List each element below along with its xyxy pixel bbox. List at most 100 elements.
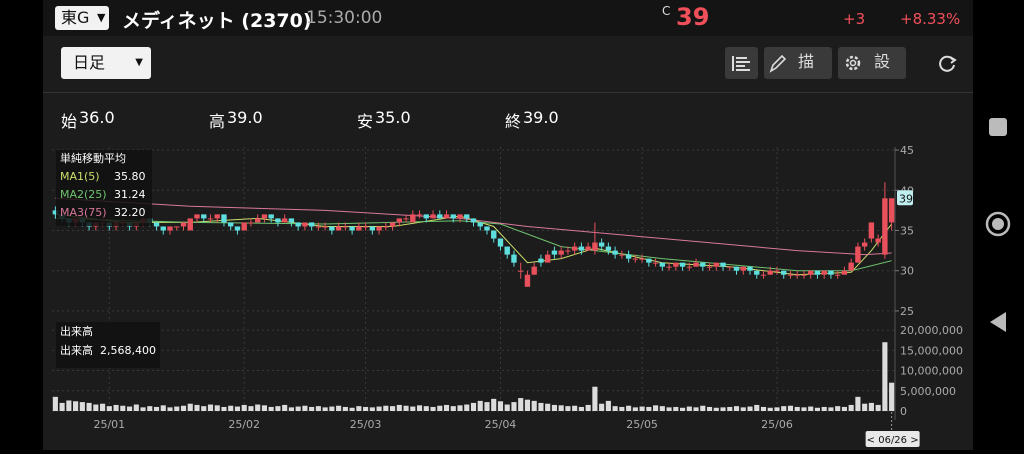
volume-bar [376, 406, 382, 411]
volume-bar [295, 406, 301, 411]
volume-bar [524, 399, 531, 411]
volume-bar [889, 382, 895, 411]
period-dropdown[interactable]: 日足 ▼ [61, 47, 151, 79]
volume-bar [342, 406, 348, 411]
candle-body [868, 222, 875, 239]
candle-body [201, 214, 207, 219]
settings-button[interactable]: 設定 [838, 47, 906, 79]
volume-bar [147, 406, 153, 411]
volume-title: 出来高 [60, 324, 93, 338]
home-dot [992, 218, 1004, 230]
volume-bar [234, 406, 241, 411]
x-tick-label: 25/06 [761, 418, 793, 431]
volume-bar [599, 403, 605, 411]
volume-bar [113, 404, 119, 411]
ma-name: MA3(75) [60, 206, 107, 219]
price-mark: C [662, 4, 671, 18]
candle-body [167, 226, 173, 231]
candle-body [241, 222, 247, 231]
volume-value: 2,568,400 [100, 344, 156, 357]
draw-button[interactable]: 描画 [764, 47, 832, 79]
candle-body [288, 218, 295, 223]
android-nav [973, 0, 1024, 450]
ma-name: MA1(5) [60, 170, 100, 183]
candle-body [410, 214, 416, 223]
candle-body [362, 226, 369, 228]
candle-body [598, 242, 605, 247]
market-dropdown[interactable]: 東G ▼ [55, 6, 110, 30]
candle-body [774, 270, 780, 272]
candle-body [727, 266, 733, 268]
candle-body [632, 258, 639, 260]
volume-bar [470, 402, 477, 411]
refresh-button[interactable] [936, 52, 958, 74]
volume-bar [201, 406, 207, 411]
volume-bar [194, 404, 200, 411]
candle-body [443, 214, 450, 219]
volume-bar [140, 407, 146, 411]
home[interactable] [985, 211, 1011, 237]
candle-body [551, 250, 558, 255]
volume-bar [167, 407, 173, 411]
ma-legend-bg [56, 150, 152, 226]
volume-bar [423, 406, 429, 411]
volume-label: 出来高 [60, 343, 93, 357]
candle-body [652, 262, 659, 264]
y-tick-label: 15,000,000 [900, 344, 963, 357]
candle-body [733, 266, 740, 271]
candle-body [416, 214, 423, 216]
recent-apps[interactable] [989, 118, 1007, 136]
volume-bar [484, 402, 490, 411]
candle-body [376, 226, 382, 231]
volume-bar [282, 404, 288, 411]
volume-bar [52, 396, 58, 411]
volume-bar [261, 405, 267, 411]
volume-bar [801, 407, 807, 411]
list-button[interactable] [725, 47, 758, 79]
candle-body [888, 198, 895, 223]
candle-body [828, 270, 834, 275]
market: 東G [61, 8, 90, 27]
volume-bar [315, 406, 321, 411]
candle-body [248, 222, 254, 224]
candle-body [518, 270, 524, 272]
candle-body [787, 274, 794, 276]
volume-bar [86, 402, 92, 411]
candle-body [524, 274, 531, 287]
candle-body [861, 242, 868, 247]
candle-body [531, 266, 537, 275]
candle-body [322, 226, 328, 228]
candle-body [747, 266, 753, 271]
ohlc-value: 36.0 [79, 108, 115, 127]
volume-bar [619, 406, 625, 411]
volume-bar [659, 406, 665, 411]
candle-body [308, 222, 315, 227]
back[interactable] [990, 312, 1006, 332]
y-tick-label: 20,000,000 [900, 324, 963, 337]
ohlc-label: 安 [357, 112, 374, 131]
cursor-label: < 06/26 > [867, 435, 919, 446]
candle-body [437, 214, 443, 219]
volume-bar [747, 406, 753, 411]
ohlc-label: 始 [61, 112, 78, 131]
volume-bar [349, 407, 355, 411]
ohlc-label: 終 [505, 112, 522, 131]
candle-body [52, 210, 59, 215]
candle-body [261, 214, 268, 219]
y-tick-label: 5,000,000 [900, 385, 956, 398]
volume-bar [464, 404, 470, 411]
candle-body [329, 226, 335, 231]
candle-body [281, 218, 288, 223]
candle-body [302, 222, 308, 227]
change: +3 [843, 10, 866, 28]
volume-bar [835, 406, 841, 411]
candle-body [450, 214, 456, 219]
x-tick-label: 25/05 [626, 418, 658, 431]
candle-body [491, 230, 497, 239]
candle-body [794, 274, 800, 276]
candle-body [228, 222, 234, 227]
candle-body [295, 222, 301, 227]
candle-body [679, 262, 686, 267]
candle-body [383, 226, 389, 228]
volume-bar [592, 386, 598, 411]
